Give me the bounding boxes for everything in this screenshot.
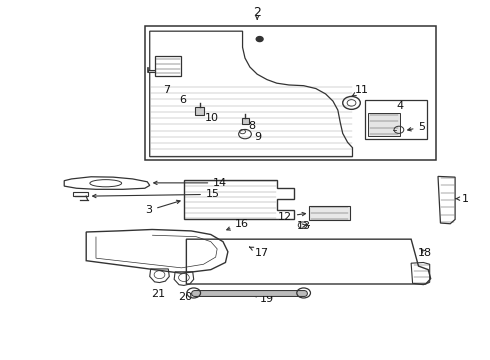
Text: 20: 20	[178, 292, 193, 302]
Text: 21: 21	[151, 289, 166, 299]
Text: 13: 13	[296, 221, 311, 230]
Bar	[145, 26, 436, 160]
Bar	[73, 192, 88, 196]
Text: 18: 18	[418, 248, 432, 258]
Bar	[148, 69, 155, 72]
Text: 1: 1	[456, 194, 468, 204]
Text: 8: 8	[248, 121, 255, 131]
Text: 19: 19	[254, 294, 274, 304]
Circle shape	[256, 37, 263, 41]
Text: 4: 4	[397, 101, 404, 111]
Text: 12: 12	[278, 212, 306, 221]
Text: 10: 10	[205, 113, 219, 123]
Bar	[368, 113, 400, 136]
Text: 17: 17	[249, 247, 269, 258]
Text: 9: 9	[254, 132, 261, 142]
Text: 2: 2	[253, 6, 261, 19]
Text: 6: 6	[179, 95, 187, 105]
Bar	[155, 56, 181, 76]
Text: 7: 7	[163, 85, 171, 95]
Text: 11: 11	[352, 85, 369, 96]
Bar	[242, 118, 249, 125]
Text: 3: 3	[145, 200, 180, 216]
Text: 5: 5	[408, 122, 425, 132]
Text: 15: 15	[93, 189, 220, 199]
Text: 14: 14	[154, 178, 227, 188]
Text: 16: 16	[227, 219, 249, 230]
Bar	[310, 206, 349, 220]
Bar	[365, 100, 427, 139]
Bar	[195, 107, 204, 115]
